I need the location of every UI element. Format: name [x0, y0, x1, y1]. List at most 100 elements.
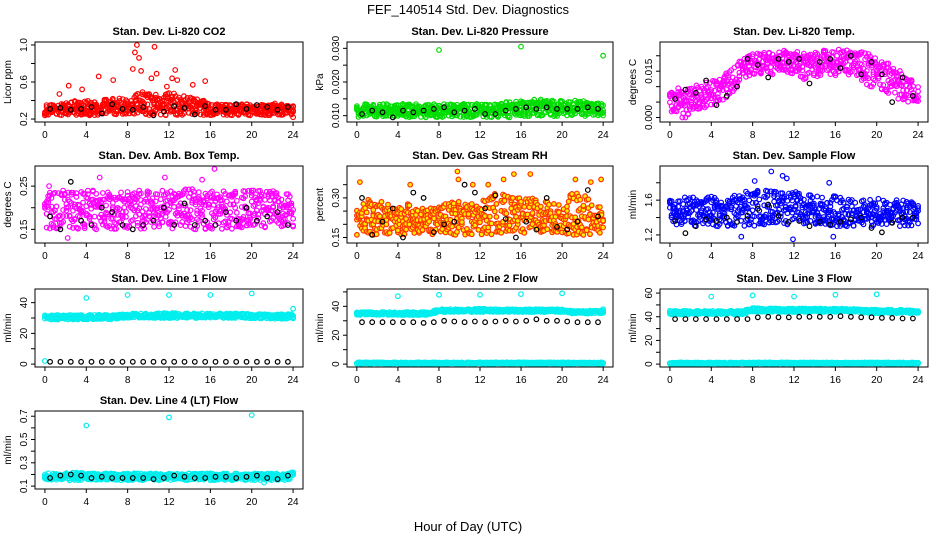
point-hourly	[67, 106, 74, 113]
outlier-point	[202, 78, 209, 84]
point-hourly	[140, 104, 147, 110]
y-axis-label: ml/min	[628, 190, 639, 219]
x-tick-label: 20	[871, 130, 883, 141]
point-hourly	[584, 187, 591, 193]
outlier-point	[768, 168, 775, 175]
x-tick-label: 4	[395, 130, 401, 141]
point-hourly	[492, 111, 499, 117]
point-hourly	[765, 74, 772, 81]
point-hourly	[461, 181, 468, 188]
point-all	[385, 102, 391, 108]
point-all	[99, 190, 106, 196]
y-tick-label: 0.020	[331, 69, 342, 94]
point-all	[544, 226, 551, 233]
x-tick-label: 16	[515, 130, 527, 141]
point-all	[500, 218, 506, 225]
point-hourly	[595, 105, 601, 112]
point-all	[696, 99, 703, 106]
point-all	[233, 197, 240, 204]
point-hourly	[98, 358, 105, 365]
x-tick-label: 8	[750, 130, 756, 141]
x-tick-label: 8	[125, 251, 131, 262]
point-all	[600, 112, 606, 119]
point-hourly	[212, 358, 219, 365]
outlier-point	[783, 175, 790, 182]
outlier-point	[96, 174, 103, 181]
outlier-point	[485, 181, 492, 188]
point-all	[529, 210, 536, 216]
point-hourly	[564, 105, 571, 112]
x-tick-label: 12	[474, 130, 486, 141]
point-hourly	[451, 109, 458, 116]
point-all	[767, 64, 774, 71]
x-tick-label: 12	[474, 251, 486, 262]
outlier-point	[600, 52, 606, 59]
x-tick-label: 4	[709, 251, 715, 262]
x-tick-label: 8	[436, 130, 442, 141]
outlier-point	[110, 77, 117, 83]
panel-title: Stan. Dev. Sample Flow	[733, 150, 856, 162]
point-hourly	[359, 111, 365, 117]
point-all	[518, 198, 524, 205]
point-all	[577, 196, 584, 203]
outlier-point	[751, 178, 758, 184]
x-tick-label: 8	[750, 251, 756, 262]
x-tick-label: 24	[598, 251, 610, 262]
point-hourly	[181, 104, 188, 111]
y-tick-label: 0.6	[19, 75, 30, 89]
outlier-point	[161, 174, 168, 181]
x-tick-label: 24	[288, 375, 300, 386]
outlier-point	[407, 181, 414, 188]
panel-title: Stan. Dev. Amb. Box Temp.	[99, 150, 240, 162]
plot-frame	[34, 288, 304, 368]
panel-5: Stan. Dev. Gas Stream RH0 4 8 12 16 20 240.150…	[315, 150, 614, 262]
point-all	[68, 99, 75, 106]
point-all	[875, 195, 882, 202]
point-hourly	[274, 358, 281, 365]
x-tick-label: 0	[42, 375, 48, 386]
point-hourly	[233, 101, 240, 108]
outlier-point	[46, 183, 52, 190]
outlier-point	[572, 176, 579, 183]
point-hourly	[264, 358, 271, 365]
point-all	[465, 101, 472, 108]
point-all	[600, 224, 606, 231]
point-hourly	[47, 105, 53, 112]
point-all	[693, 207, 700, 213]
main-title: FEF_140514 Std. Dev. Diagnostics	[367, 2, 570, 17]
outlier-point	[56, 91, 63, 97]
outlier-point	[199, 176, 206, 183]
point-hourly	[202, 358, 209, 365]
outlier-point	[826, 179, 833, 186]
x-tick-label: 12	[163, 251, 175, 262]
x-tick-label: 24	[913, 130, 925, 141]
x-tick-label: 0	[667, 130, 673, 141]
x-tick-label: 4	[84, 375, 90, 386]
point-all	[459, 219, 465, 226]
point-all	[555, 202, 562, 208]
point-all	[521, 229, 528, 236]
point-hourly	[584, 104, 591, 111]
point-hourly	[369, 107, 376, 114]
point-all	[403, 226, 410, 233]
point-hourly	[285, 358, 291, 365]
y-tick-label: 0.2	[19, 112, 30, 126]
point-all	[597, 229, 603, 236]
x-tick-label: 20	[246, 375, 258, 386]
point-all	[197, 111, 204, 118]
panel-title: Stan. Dev. Li-820 Temp.	[733, 26, 855, 38]
y-tick-label: 0.015	[644, 58, 655, 83]
point-all	[726, 89, 733, 95]
point-all	[892, 89, 898, 96]
x-tick-label: 20	[871, 251, 883, 262]
y-tick-label: 0	[19, 361, 30, 367]
y-tick-label: 0.15	[331, 227, 342, 247]
x-tick-label: 16	[830, 251, 842, 262]
y-tick-label: 0.000	[644, 105, 655, 130]
y-tick-label: 1.2	[644, 228, 655, 242]
point-hourly	[98, 110, 105, 117]
point-hourly	[513, 234, 519, 241]
outlier-point	[172, 67, 179, 73]
